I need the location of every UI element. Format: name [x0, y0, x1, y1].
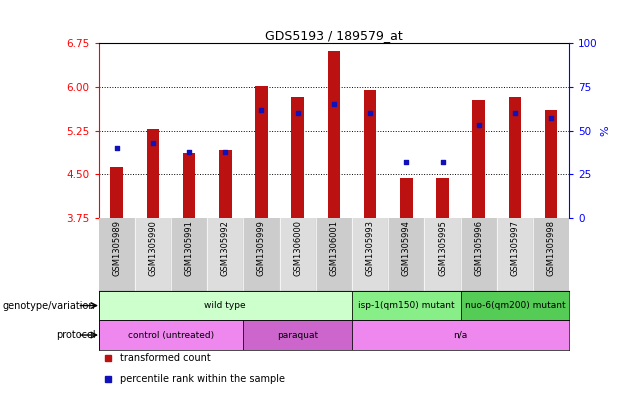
Bar [497, 218, 533, 291]
Bar [388, 218, 424, 291]
Text: nuo-6(qm200) mutant: nuo-6(qm200) mutant [465, 301, 565, 310]
Bar [291, 97, 304, 218]
Point [111, 145, 121, 151]
Text: paraquat: paraquat [277, 331, 318, 340]
Bar [473, 100, 485, 218]
Point [510, 110, 520, 116]
Point [329, 101, 339, 108]
Text: GSM1305995: GSM1305995 [438, 220, 447, 276]
Bar [99, 291, 352, 320]
Text: GSM1305994: GSM1305994 [402, 220, 411, 276]
Bar [328, 51, 340, 218]
Text: GSM1305996: GSM1305996 [474, 220, 483, 276]
Bar [424, 218, 460, 291]
Point [401, 159, 411, 165]
Text: percentile rank within the sample: percentile rank within the sample [120, 374, 285, 384]
Point [220, 149, 230, 155]
Bar [111, 167, 123, 218]
Text: GSM1305997: GSM1305997 [511, 220, 520, 276]
Text: GSM1305998: GSM1305998 [546, 220, 556, 276]
Point [438, 159, 448, 165]
Text: genotype/variation: genotype/variation [3, 301, 95, 310]
Bar [352, 218, 388, 291]
Point [474, 122, 484, 129]
Text: GSM1306000: GSM1306000 [293, 220, 302, 276]
Text: n/a: n/a [453, 331, 467, 340]
Text: transformed count: transformed count [120, 353, 211, 364]
Title: GDS5193 / 189579_at: GDS5193 / 189579_at [265, 29, 403, 42]
Point [365, 110, 375, 116]
Bar [244, 320, 352, 350]
Text: GSM1305992: GSM1305992 [221, 220, 230, 276]
Text: GSM1305989: GSM1305989 [112, 220, 121, 276]
Bar [255, 86, 268, 218]
Bar [244, 218, 280, 291]
Bar [135, 218, 171, 291]
Point [148, 140, 158, 146]
Y-axis label: %: % [600, 125, 611, 136]
Bar [207, 218, 244, 291]
Text: GSM1305991: GSM1305991 [184, 220, 193, 276]
Bar [533, 218, 569, 291]
Bar [545, 110, 558, 218]
Text: protocol: protocol [56, 330, 95, 340]
Bar [99, 218, 135, 291]
Text: control (untreated): control (untreated) [128, 331, 214, 340]
Point [256, 107, 266, 113]
Bar [400, 178, 413, 218]
Bar [460, 291, 569, 320]
Bar [352, 320, 569, 350]
Bar [183, 153, 195, 218]
Bar [280, 218, 316, 291]
Text: wild type: wild type [205, 301, 246, 310]
Bar [364, 90, 377, 218]
Text: GSM1305993: GSM1305993 [366, 220, 375, 276]
Point [293, 110, 303, 116]
Bar [171, 218, 207, 291]
Text: GSM1305990: GSM1305990 [148, 220, 157, 276]
Bar [99, 320, 244, 350]
Text: GSM1305999: GSM1305999 [257, 220, 266, 276]
Bar [146, 129, 159, 218]
Bar [219, 150, 232, 218]
Bar [316, 218, 352, 291]
Bar [509, 97, 522, 218]
Bar [352, 291, 460, 320]
Point [184, 149, 194, 155]
Text: GSM1306001: GSM1306001 [329, 220, 338, 276]
Text: isp-1(qm150) mutant: isp-1(qm150) mutant [358, 301, 455, 310]
Bar [436, 178, 449, 218]
Bar [460, 218, 497, 291]
Point [546, 115, 556, 121]
